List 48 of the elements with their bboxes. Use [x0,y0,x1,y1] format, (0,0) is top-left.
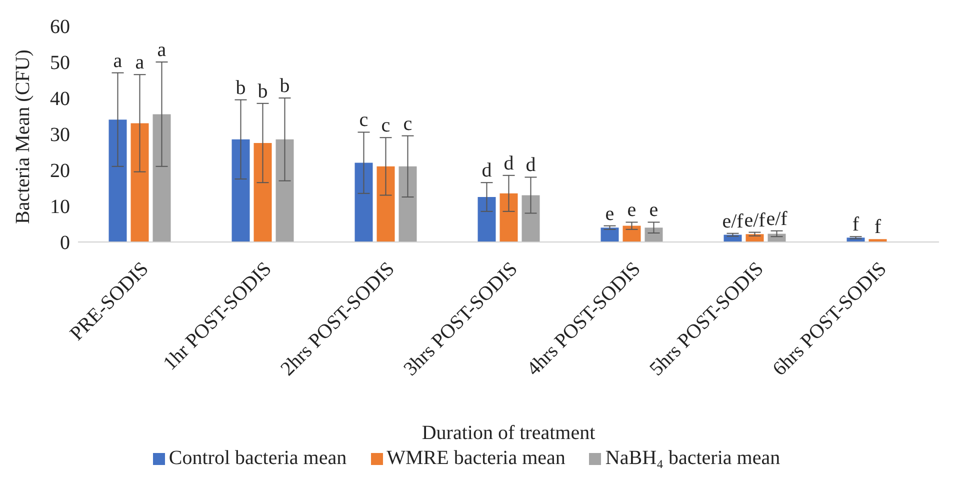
data-label: a [135,52,144,74]
bar [254,143,272,242]
bar [376,166,395,242]
bar [398,166,417,242]
data-label: b [236,76,246,99]
bar [622,226,641,242]
legend-label: Control bacteria mean [168,447,347,469]
legend-label: WMRE bacteria mean [386,447,566,469]
data-label: e/f [722,210,744,232]
bar [130,123,149,242]
data-label: b [258,80,268,102]
data-label: e [649,199,658,222]
data-label: f [852,214,860,236]
y-tick-label: 40 [50,88,70,110]
x-axis-title: Duration of treatment [422,422,596,444]
bar [644,228,663,242]
y-tick-label: 20 [50,160,70,182]
data-label: d [526,154,536,176]
data-label: c [359,109,368,132]
legend-label: NaBH₄ bacteria mean [605,447,780,469]
y-tick-label: 0 [60,232,70,254]
bar [522,195,540,242]
data-label: c [403,112,412,135]
bar [152,114,171,242]
y-axis-title: Bacteria Mean (CFU) [12,50,34,224]
data-label: a [157,39,166,61]
bar [600,228,619,242]
bar [478,197,496,242]
data-label: b [280,75,290,97]
y-tick-label: 10 [50,196,70,218]
data-label: e/f [744,209,766,232]
bar [232,139,250,242]
data-label: e [627,199,636,222]
bar [108,120,127,242]
data-label: e [605,202,614,225]
y-tick-label: 60 [50,16,70,38]
data-label: d [504,152,514,174]
bar [500,193,518,242]
data-label: e/f [766,208,788,230]
bar [354,162,373,242]
bar [768,234,786,242]
y-tick-label: 30 [50,124,70,146]
data-label: c [381,114,390,137]
data-label: f [874,216,882,238]
data-label: a [113,50,122,72]
bar [276,139,294,242]
data-label: d [482,160,492,182]
y-tick-label: 50 [50,52,70,74]
